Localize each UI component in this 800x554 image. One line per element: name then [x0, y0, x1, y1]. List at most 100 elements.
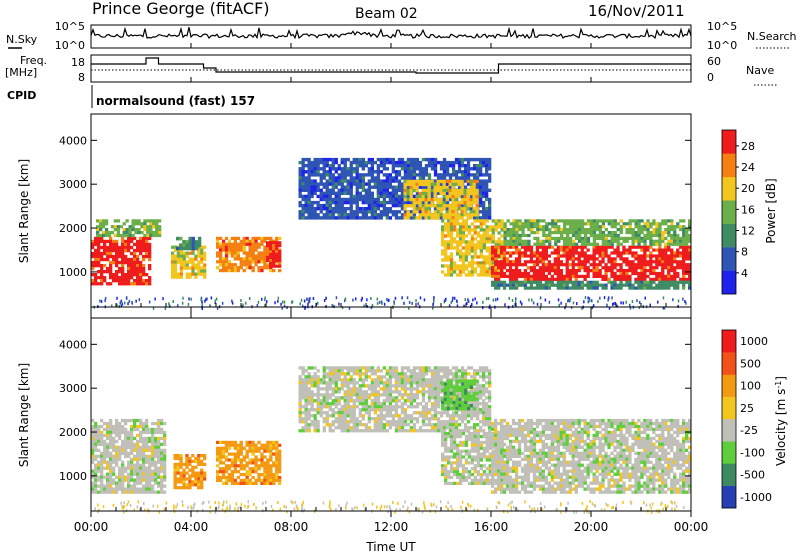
velocity-cell — [325, 402, 329, 406]
power-cell — [533, 236, 537, 240]
power-cell — [455, 231, 460, 235]
power-cell — [625, 277, 629, 281]
power-cell — [619, 254, 623, 258]
power-cell — [532, 263, 537, 267]
power-cell — [427, 198, 431, 202]
power-cell — [385, 182, 389, 186]
power-cell — [583, 283, 587, 287]
velocity-cell — [322, 372, 326, 376]
velocity-cell — [245, 452, 249, 456]
power-cell — [260, 239, 264, 243]
velocity-cell — [325, 381, 329, 385]
power-cell — [601, 239, 605, 243]
power-cell — [409, 176, 414, 180]
power-cell — [430, 213, 434, 217]
power-cell — [610, 266, 614, 270]
velocity-cell — [100, 436, 104, 441]
power-cell — [497, 243, 501, 247]
power-cell — [643, 266, 647, 270]
power-cell — [221, 245, 226, 249]
velocity-cell — [130, 487, 134, 491]
velocity-cell — [248, 440, 252, 444]
power-cell — [628, 245, 632, 249]
power-cell — [610, 280, 614, 284]
power-cell — [421, 195, 425, 199]
velocity-cell — [304, 399, 308, 403]
power-cell — [535, 269, 540, 273]
power-cell — [370, 216, 374, 220]
velocity-cell — [278, 443, 282, 447]
velocity-cell — [313, 423, 317, 427]
velocity-cell — [224, 455, 229, 459]
velocity-cell — [118, 421, 122, 426]
velocity-cell — [127, 433, 131, 438]
power-cell — [162, 297, 164, 301]
power-cell — [233, 251, 237, 255]
power-cell — [466, 204, 470, 208]
velocity-cell — [254, 446, 258, 450]
power-cell — [409, 167, 414, 171]
power-cell — [521, 233, 525, 238]
velocity-cell — [127, 430, 131, 435]
power-cell — [664, 219, 668, 223]
velocity-cell — [254, 464, 258, 468]
velocity-cell — [200, 454, 204, 458]
velocity-cell — [133, 448, 137, 452]
velocity-cell — [230, 464, 235, 468]
power-cell — [583, 242, 588, 246]
power-cell — [376, 197, 380, 202]
power-cell — [586, 257, 590, 261]
power-cell — [412, 216, 417, 220]
velocity-cell — [278, 452, 282, 456]
power-cell — [325, 185, 329, 189]
velocity-cell — [328, 414, 332, 418]
power-cell — [548, 231, 552, 235]
power-cell — [685, 236, 689, 240]
power-cell — [191, 269, 195, 273]
power-cell — [191, 272, 195, 276]
power-cell — [115, 245, 119, 250]
velocity-cell — [148, 487, 152, 491]
power-cell — [640, 266, 644, 270]
power-cell — [661, 239, 665, 243]
power-cell — [511, 280, 516, 284]
power-cell — [517, 269, 522, 273]
power-cell — [685, 266, 689, 270]
power-cell — [485, 267, 489, 271]
power-cell — [497, 260, 501, 264]
velocity-cell — [322, 381, 326, 385]
power-cell — [403, 213, 407, 217]
power-cell — [589, 299, 591, 302]
velocity-cell — [260, 461, 264, 465]
power-cell — [109, 267, 113, 271]
velocity-cell — [301, 411, 305, 415]
power-cell — [112, 276, 116, 280]
power-cell — [275, 264, 279, 268]
power-cell — [482, 185, 486, 189]
power-cell — [467, 240, 472, 244]
power-cell — [472, 201, 476, 205]
power-cell — [176, 257, 180, 261]
power-cell — [316, 194, 320, 199]
power-cell — [601, 266, 605, 270]
velocity-cell — [343, 402, 347, 406]
velocity-cell — [346, 396, 350, 400]
power-cell — [397, 160, 402, 165]
power-cell — [376, 203, 380, 208]
velocity-cell — [340, 408, 344, 412]
power-cell — [449, 267, 454, 271]
power-cell — [688, 225, 692, 229]
power-cell — [442, 213, 446, 217]
velocity-cell — [301, 426, 305, 430]
power-cell — [539, 228, 543, 232]
velocity-cell — [325, 390, 329, 394]
power-cell — [133, 254, 137, 259]
power-cell — [448, 197, 453, 202]
power-cell — [307, 173, 311, 177]
power-cell — [610, 271, 614, 276]
velocity-cell — [136, 448, 140, 452]
power-cell — [97, 236, 101, 241]
power-cell — [260, 269, 264, 273]
power-cell — [646, 233, 650, 238]
power-cell — [488, 176, 492, 180]
